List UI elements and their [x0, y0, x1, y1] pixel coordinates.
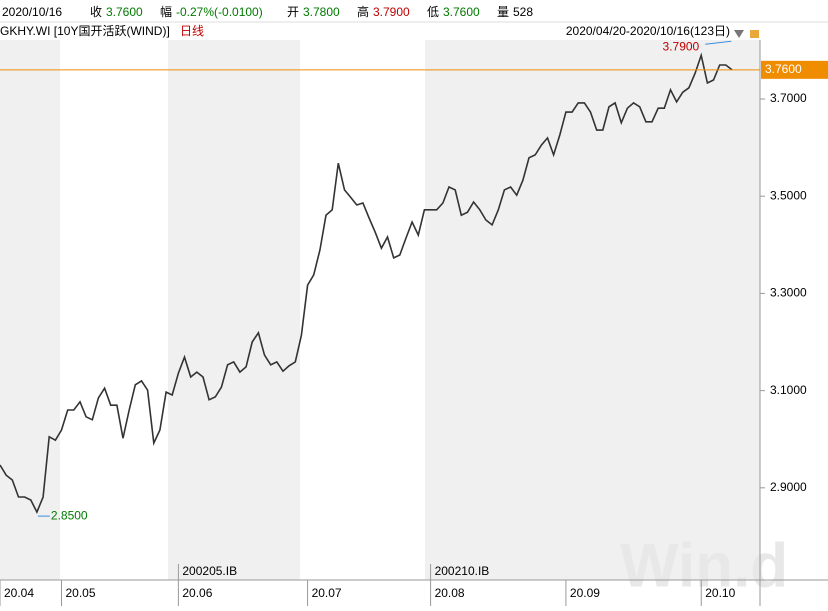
label: 高 [357, 4, 369, 19]
value: 3.7600 [443, 5, 480, 19]
value: 3.7800 [303, 5, 340, 19]
value: 3.7900 [373, 5, 410, 19]
date: 2020/10/16 [2, 5, 62, 19]
contract-label: 200210.IB [435, 564, 490, 578]
x-tick-label: 20.08 [435, 586, 465, 600]
label: 低 [427, 5, 439, 19]
label: 量 [497, 5, 509, 19]
x-tick-label: 20.07 [312, 586, 342, 600]
header: 2020/10/16 收 3.7600 幅 -0.27%(-0.0100) 开 … [2, 4, 533, 19]
last-price-label: 3.7600 [765, 62, 802, 76]
y-tick-label: 3.3000 [770, 286, 807, 300]
label: 幅 [160, 4, 172, 19]
min-label: 2.8500 [51, 508, 88, 522]
last-price-box [761, 60, 828, 79]
max-arrow [705, 40, 732, 45]
x-tick-label: 20.04 [4, 586, 34, 600]
y-tick-label: 3.7000 [770, 91, 807, 105]
contract-label: 200205.IB [182, 564, 237, 578]
label: 收 [90, 5, 102, 19]
lock-icon[interactable] [750, 30, 759, 38]
band [0, 40, 60, 580]
x-tick-label: 20.06 [182, 586, 212, 600]
y-tick-label: 3.5000 [770, 188, 807, 202]
y-tick-label: 2.9000 [770, 480, 807, 494]
chart-title: GKHY.WI [10Y国开活跃(WIND)] [0, 24, 170, 38]
x-tick-label: 20.10 [705, 586, 735, 600]
x-tick-label: 20.09 [570, 586, 600, 600]
max-label: 3.7900 [663, 39, 700, 53]
band [168, 40, 300, 580]
y-tick-label: 3.1000 [770, 383, 807, 397]
watermark: Win.d [620, 531, 788, 600]
period: 日线 [180, 24, 204, 38]
value: 3.7600 [106, 5, 143, 19]
value: 528 [513, 5, 533, 19]
price-line [0, 52, 733, 515]
date-range: 2020/04/20-2020/10/16(123日) [566, 24, 730, 38]
band [425, 40, 760, 580]
x-tick-label: 20.05 [66, 586, 96, 600]
dropdown-icon[interactable] [734, 30, 744, 38]
label: 开 [287, 5, 299, 19]
value: -0.27%(-0.0100) [176, 5, 263, 19]
